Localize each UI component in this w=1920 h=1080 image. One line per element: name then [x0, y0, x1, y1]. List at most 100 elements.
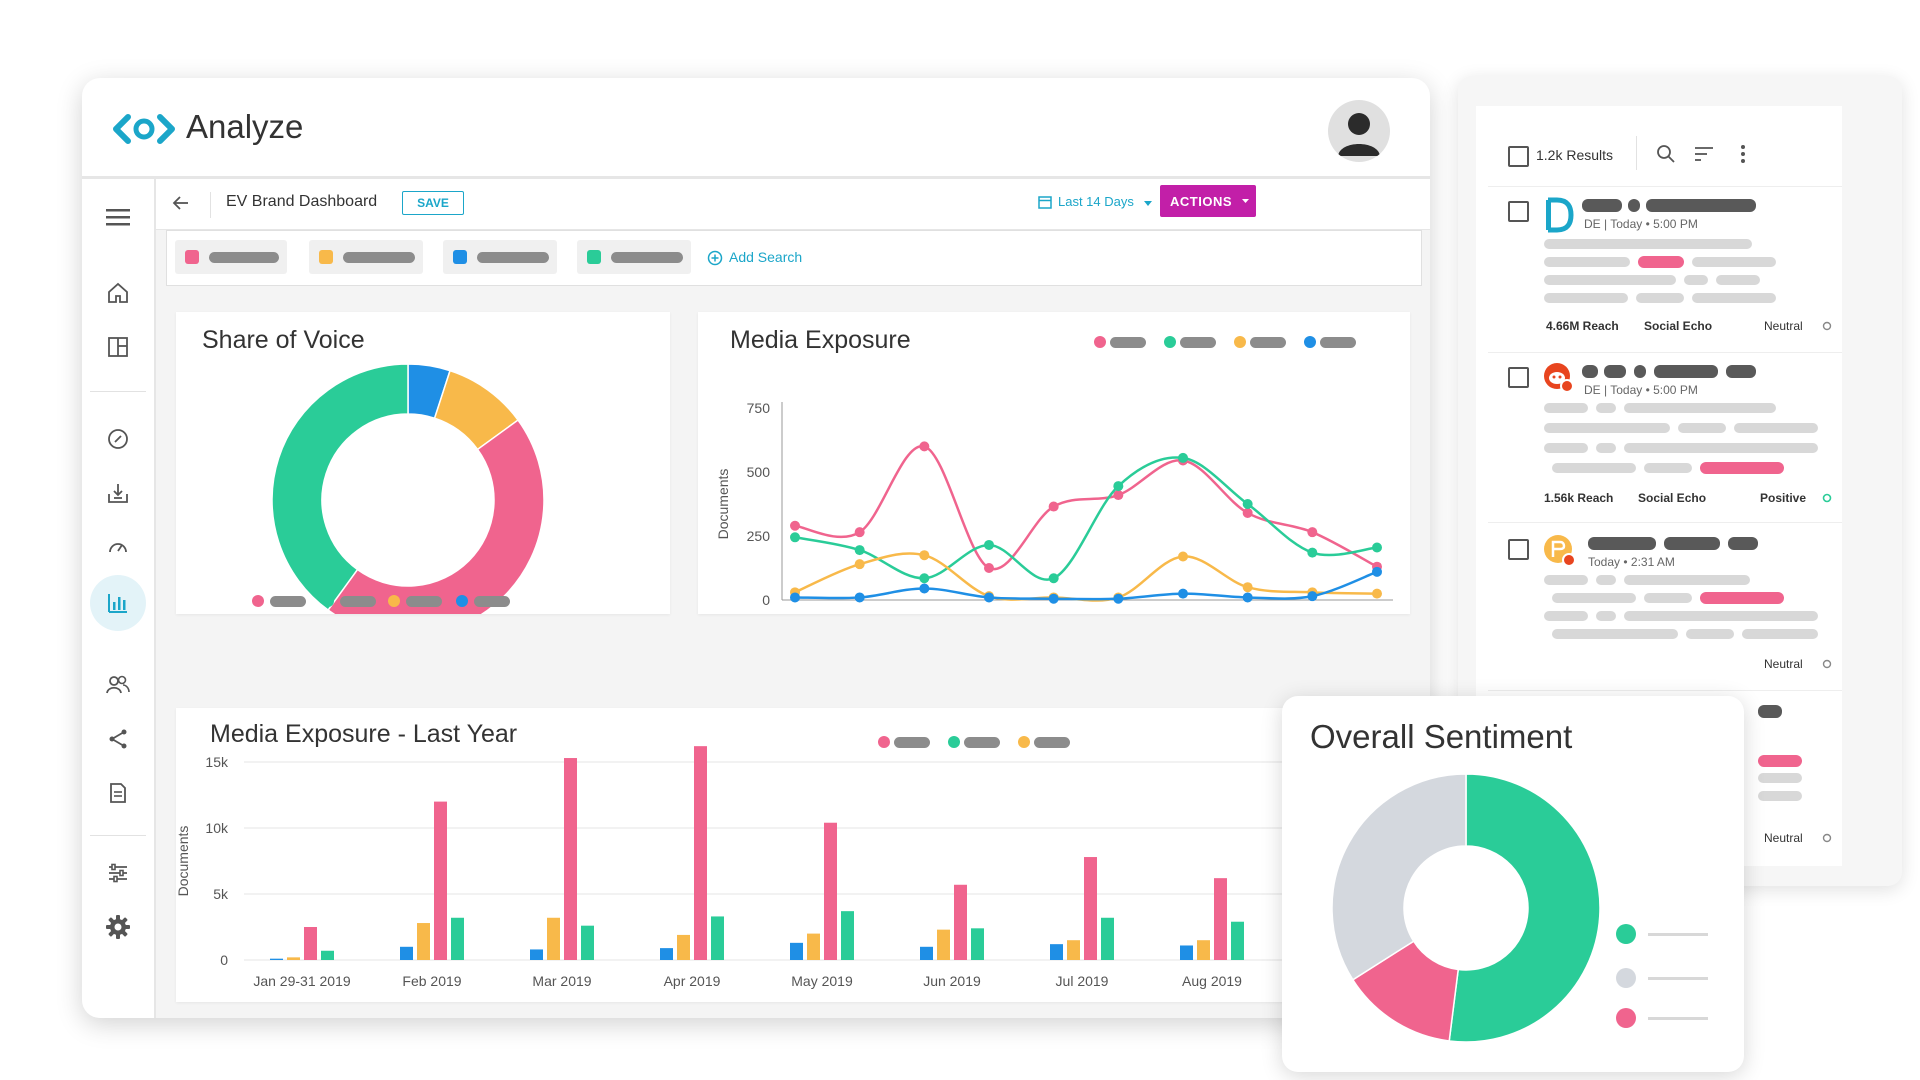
result-item[interactable]: Today • 2:31 AM Neutral: [1488, 522, 1842, 689]
analytics-icon[interactable]: [90, 575, 146, 631]
data-point-pink: [919, 441, 930, 452]
data-point-orange: [1372, 588, 1382, 599]
data-point-blue: [1242, 592, 1253, 603]
bar-green: [1101, 917, 1114, 960]
donut-slice-green: [271, 363, 409, 612]
actions-chevron-icon: [1242, 199, 1249, 203]
bar-pink: [824, 822, 837, 960]
bar-green: [1231, 921, 1244, 960]
save-button[interactable]: SAVE: [402, 191, 464, 215]
hamburger-menu-icon[interactable]: [102, 201, 134, 233]
data-point-green: [1242, 499, 1253, 509]
bar-green: [451, 917, 464, 960]
data-point-pink: [984, 563, 994, 573]
back-arrow-icon[interactable]: [172, 195, 190, 211]
document-icon[interactable]: [102, 777, 134, 809]
neutral-status-icon: [1822, 833, 1832, 843]
bar-green: [971, 928, 984, 960]
data-point-green: [1307, 547, 1318, 558]
sidebar: [82, 179, 156, 1018]
result-item[interactable]: DE | Today • 5:00 PM 4.66M Reach Social …: [1488, 186, 1842, 351]
bar-blue: [270, 958, 283, 960]
x-tick-label: Mar 2019: [532, 973, 591, 989]
result-item[interactable]: Neutral: [1488, 690, 1842, 861]
select-all-checkbox[interactable]: [1508, 146, 1529, 167]
compass-icon[interactable]: [102, 423, 134, 455]
chip-color-dot: [587, 250, 601, 264]
dashboard-layout-icon[interactable]: [102, 331, 134, 363]
share-icon[interactable]: [102, 723, 134, 755]
bar-orange: [547, 917, 560, 960]
data-point-pink: [1113, 490, 1124, 501]
more-options-icon[interactable]: [1740, 144, 1746, 164]
negative-legend-dot: [1616, 1008, 1636, 1028]
add-circle-icon[interactable]: [707, 250, 723, 266]
result-item[interactable]: DE | Today • 5:00 PM 1.56k Reach Social …: [1488, 352, 1842, 521]
media-exposure-title: Media Exposure: [730, 326, 911, 354]
data-point-green: [790, 532, 800, 543]
data-point-green: [984, 539, 994, 550]
search-chip-4[interactable]: [577, 240, 691, 274]
result-checkbox[interactable]: [1508, 539, 1529, 560]
bar-green: [581, 925, 594, 960]
data-point-pink: [790, 520, 800, 531]
media-exposure-line-chart: 0 250 500 750 Jan 14 Jan 15 Jan 16 Jan 17 Jan 18…: [715, 400, 1398, 614]
data-point-orange: [1242, 582, 1253, 593]
data-point-blue: [984, 592, 994, 603]
data-point-blue: [854, 592, 865, 603]
result-meta: DE | Today • 5:00 PM: [1584, 383, 1698, 397]
y-tick-label: 10k: [205, 820, 229, 836]
result-sentiment: Neutral: [1764, 319, 1803, 333]
result-source: Social Echo: [1638, 491, 1707, 505]
logo-icon[interactable]: [112, 114, 176, 144]
actions-button[interactable]: ACTIONS: [1160, 185, 1256, 217]
x-tick-label: Jan 14: [774, 611, 816, 614]
result-sentiment: Positive: [1760, 491, 1807, 505]
bar-orange: [417, 923, 430, 960]
bar-orange: [807, 933, 820, 960]
x-tick-label: Jan 22: [1291, 611, 1333, 614]
filter-sliders-icon[interactable]: [102, 857, 134, 889]
bar-blue: [790, 942, 803, 960]
app-header: Analyze: [82, 78, 1430, 179]
bar-blue: [1180, 945, 1193, 960]
share-of-voice-donut: [271, 363, 545, 614]
data-point-blue: [1048, 593, 1059, 604]
search-chip-2[interactable]: [309, 240, 423, 274]
bar-blue: [660, 948, 673, 960]
share-of-voice-card: Share of Voice: [176, 312, 670, 614]
media-exposure-last-year-title: Media Exposure - Last Year: [210, 720, 518, 748]
x-tick-label: Jan 17: [968, 611, 1010, 614]
data-point-green: [1113, 481, 1124, 492]
download-inbox-icon[interactable]: [102, 477, 134, 509]
series-line-green: [794, 456, 1378, 581]
users-icon[interactable]: [102, 669, 134, 701]
y-tick-label: 750: [747, 400, 771, 416]
bar-orange: [1197, 940, 1210, 960]
result-checkbox[interactable]: [1508, 201, 1529, 222]
y-tick-label: 500: [747, 464, 771, 480]
bar-pink: [694, 746, 707, 960]
overall-sentiment-card: Overall Sentiment: [1282, 696, 1744, 1072]
user-avatar-icon: [1338, 113, 1380, 156]
result-checkbox[interactable]: [1508, 367, 1529, 388]
gauge-icon[interactable]: [102, 531, 134, 563]
sort-icon[interactable]: [1694, 146, 1714, 162]
search-chip-3[interactable]: [443, 240, 557, 274]
positive-legend-dot: [1616, 924, 1636, 944]
add-search-link[interactable]: Add Search: [729, 249, 803, 265]
x-tick-label: Jan 15: [839, 611, 881, 614]
result-reach: 4.66M Reach: [1546, 319, 1619, 333]
chip-color-dot: [185, 250, 199, 264]
date-range-select[interactable]: Last 14 Days: [1058, 194, 1134, 209]
avatar[interactable]: [1328, 100, 1390, 162]
neutral-legend-dot: [1616, 968, 1636, 988]
donut-slice-pink: [327, 419, 545, 614]
home-icon[interactable]: [102, 277, 134, 309]
search-icon[interactable]: [1656, 144, 1676, 164]
x-tick-label: Jan 23: [1356, 611, 1398, 614]
x-tick-label: Jan 18: [1033, 611, 1075, 614]
settings-gear-icon[interactable]: [102, 911, 134, 943]
x-tick-label: Aug 2019: [1182, 973, 1242, 989]
search-chip-1[interactable]: [175, 240, 287, 274]
